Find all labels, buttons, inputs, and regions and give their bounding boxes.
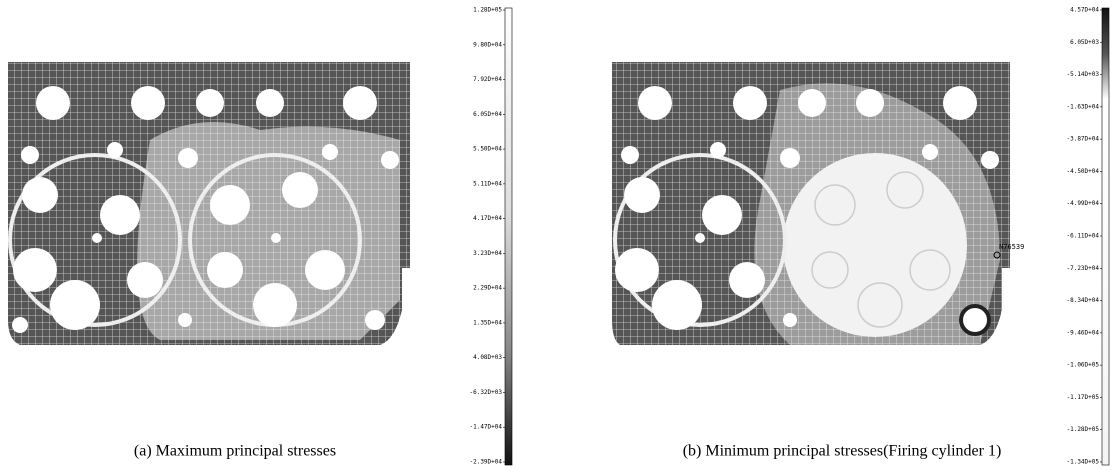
scale-label: -1.06D+05 [1066,362,1099,369]
scale-label: 5.50D+04 [473,146,502,153]
scale-label: 4.08D+03 [473,354,502,361]
scale-label: 5.11D+04 [473,180,502,187]
scale-label: 1.28D+05 [473,7,502,14]
scale-label: 7.92D+04 [473,76,502,83]
scale-label: -5.14D+03 [1066,71,1099,78]
scale-label: 4.57D+04 [1070,7,1099,14]
scale-label: 4.17D+04 [473,215,502,222]
scale-label: -6.32D+03 [469,389,502,396]
scale-label: -1.34D+05 [1066,459,1099,466]
scale-label: 2.29D+04 [473,285,502,292]
scale-label: -1.17D+05 [1066,394,1099,401]
scale-label: 6.05D+04 [473,111,502,118]
scale-label: -9.46D+04 [1066,329,1099,336]
scale-label: -4.50D+04 [1066,168,1099,175]
scale-label: 9.80D+04 [473,41,502,48]
scale-label: -1.28D+05 [1066,426,1099,433]
caption-a: (a) Maximum principal stresses [134,443,336,460]
scale-label: -8.34D+04 [1066,297,1099,304]
stress-plot-b [612,62,1010,345]
scale-label: 3.23D+04 [473,250,502,257]
color-scale-a [504,7,513,466]
stress-plot-a [8,62,410,345]
color-scale-b [1101,7,1110,466]
scale-label: 1.35D+04 [473,319,502,326]
scale-label: 6.05D+03 [1070,39,1099,46]
scale-label: -4.99D+04 [1066,200,1099,207]
scale-label: -2.39D+04 [469,459,502,466]
caption-b: (b) Minimum principal stresses(Firing cy… [683,443,1002,460]
scale-label: -1.47D+04 [469,424,502,431]
scale-label: -3.87D+04 [1066,136,1099,143]
scale-label: -7.23D+04 [1066,265,1099,272]
scale-label: -6.11D+04 [1066,233,1099,240]
node-label: N76539 [999,243,1024,251]
scale-label: -1.63D+04 [1066,103,1099,110]
